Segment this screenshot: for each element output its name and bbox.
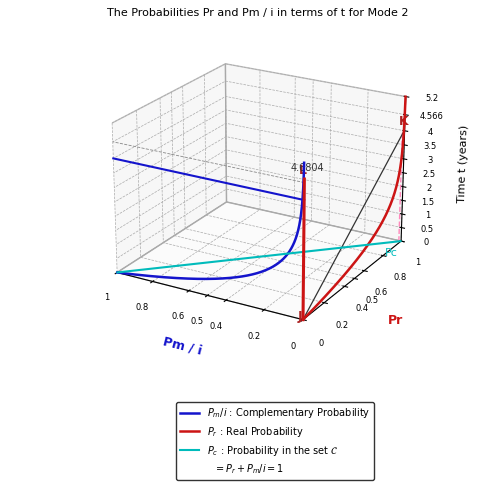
Title: The Probabilities Pr and Pm / i in terms of t for Mode 2: The Probabilities Pr and Pm / i in terms… bbox=[107, 8, 408, 18]
X-axis label: Pm / i: Pm / i bbox=[162, 335, 203, 358]
Legend: $P_m/i$ : Complementary Probability, $P_r$ : Real Probability, $P_c$ : Probabili: $P_m/i$ : Complementary Probability, $P_… bbox=[176, 402, 374, 480]
Y-axis label: Pr: Pr bbox=[388, 314, 404, 327]
